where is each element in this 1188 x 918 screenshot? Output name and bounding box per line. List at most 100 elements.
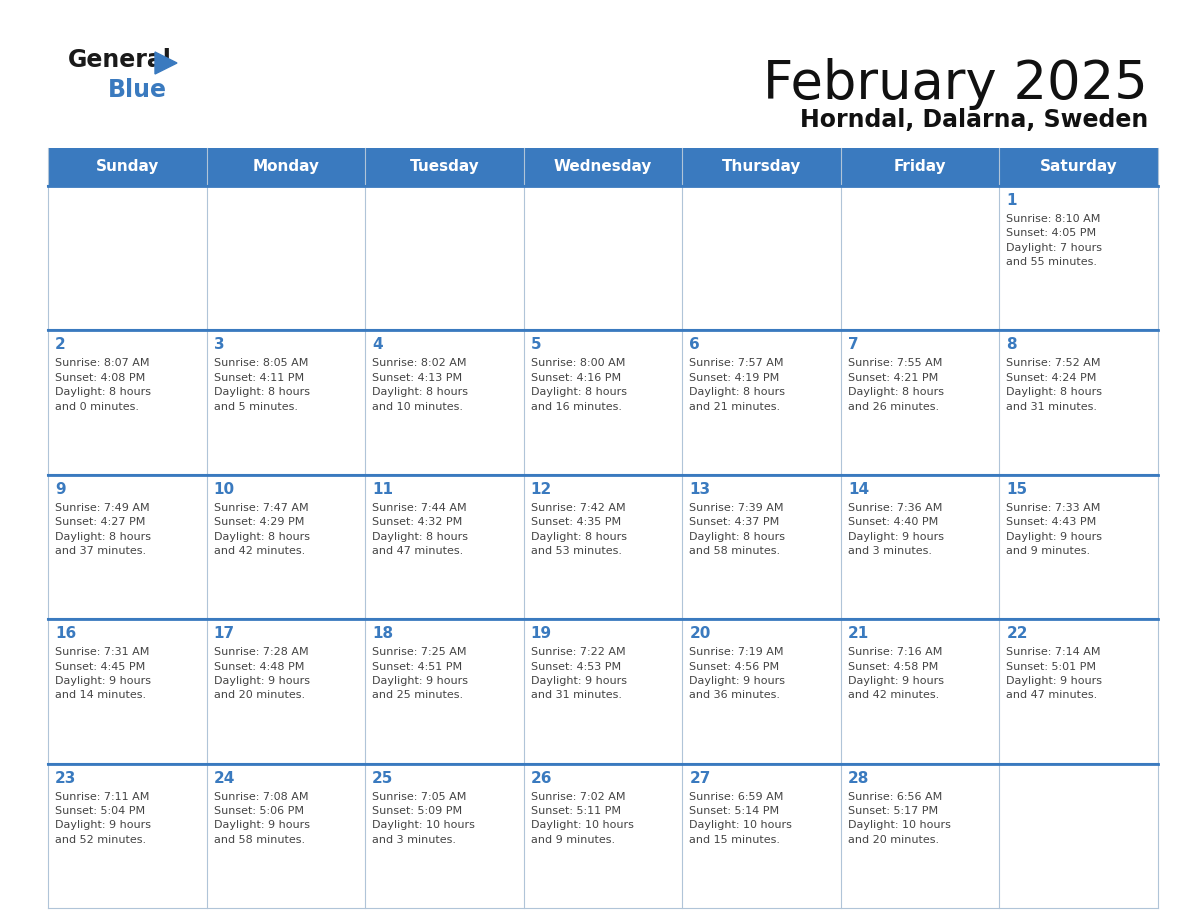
Text: 9: 9 bbox=[55, 482, 65, 497]
Text: Saturday: Saturday bbox=[1040, 160, 1118, 174]
Bar bbox=[207, 764, 365, 908]
Text: 10: 10 bbox=[214, 482, 235, 497]
Bar bbox=[524, 764, 682, 908]
Text: Sunrise: 7:47 AM
Sunset: 4:29 PM
Daylight: 8 hours
and 42 minutes.: Sunrise: 7:47 AM Sunset: 4:29 PM Dayligh… bbox=[214, 503, 310, 556]
Text: 12: 12 bbox=[531, 482, 552, 497]
Bar bbox=[841, 330, 999, 475]
Text: 22: 22 bbox=[1006, 626, 1028, 641]
Text: General: General bbox=[68, 48, 172, 72]
Text: 18: 18 bbox=[372, 626, 393, 641]
Text: Sunrise: 7:16 AM
Sunset: 4:58 PM
Daylight: 9 hours
and 42 minutes.: Sunrise: 7:16 AM Sunset: 4:58 PM Dayligh… bbox=[848, 647, 943, 700]
Text: Friday: Friday bbox=[893, 160, 947, 174]
Text: 15: 15 bbox=[1006, 482, 1028, 497]
Polygon shape bbox=[154, 52, 177, 74]
Bar bbox=[841, 620, 999, 764]
Text: 19: 19 bbox=[531, 626, 552, 641]
Text: Sunrise: 8:10 AM
Sunset: 4:05 PM
Daylight: 7 hours
and 55 minutes.: Sunrise: 8:10 AM Sunset: 4:05 PM Dayligh… bbox=[1006, 214, 1102, 267]
Text: Sunrise: 7:08 AM
Sunset: 5:06 PM
Daylight: 9 hours
and 58 minutes.: Sunrise: 7:08 AM Sunset: 5:06 PM Dayligh… bbox=[214, 791, 310, 845]
Text: 1: 1 bbox=[1006, 193, 1017, 208]
Bar bbox=[365, 764, 524, 908]
Bar bbox=[999, 475, 1158, 620]
Text: 27: 27 bbox=[689, 770, 710, 786]
Text: Sunrise: 7:55 AM
Sunset: 4:21 PM
Daylight: 8 hours
and 26 minutes.: Sunrise: 7:55 AM Sunset: 4:21 PM Dayligh… bbox=[848, 358, 943, 411]
Bar bbox=[207, 475, 365, 620]
Bar bbox=[524, 186, 682, 330]
Text: 14: 14 bbox=[848, 482, 868, 497]
Text: Sunrise: 7:28 AM
Sunset: 4:48 PM
Daylight: 9 hours
and 20 minutes.: Sunrise: 7:28 AM Sunset: 4:48 PM Dayligh… bbox=[214, 647, 310, 700]
Text: Sunrise: 8:00 AM
Sunset: 4:16 PM
Daylight: 8 hours
and 16 minutes.: Sunrise: 8:00 AM Sunset: 4:16 PM Dayligh… bbox=[531, 358, 627, 411]
Text: Sunrise: 7:52 AM
Sunset: 4:24 PM
Daylight: 8 hours
and 31 minutes.: Sunrise: 7:52 AM Sunset: 4:24 PM Dayligh… bbox=[1006, 358, 1102, 411]
Bar bbox=[841, 186, 999, 330]
Text: 16: 16 bbox=[55, 626, 76, 641]
Bar bbox=[524, 475, 682, 620]
Bar bbox=[48, 475, 207, 620]
Bar bbox=[682, 186, 841, 330]
Text: 3: 3 bbox=[214, 338, 225, 353]
Text: 20: 20 bbox=[689, 626, 710, 641]
Text: 8: 8 bbox=[1006, 338, 1017, 353]
Text: Sunrise: 7:36 AM
Sunset: 4:40 PM
Daylight: 9 hours
and 3 minutes.: Sunrise: 7:36 AM Sunset: 4:40 PM Dayligh… bbox=[848, 503, 943, 556]
Bar bbox=[207, 620, 365, 764]
Text: 13: 13 bbox=[689, 482, 710, 497]
Bar bbox=[999, 620, 1158, 764]
Text: 26: 26 bbox=[531, 770, 552, 786]
Text: Monday: Monday bbox=[252, 160, 320, 174]
Text: Sunrise: 7:44 AM
Sunset: 4:32 PM
Daylight: 8 hours
and 47 minutes.: Sunrise: 7:44 AM Sunset: 4:32 PM Dayligh… bbox=[372, 503, 468, 556]
Text: Sunrise: 7:14 AM
Sunset: 5:01 PM
Daylight: 9 hours
and 47 minutes.: Sunrise: 7:14 AM Sunset: 5:01 PM Dayligh… bbox=[1006, 647, 1102, 700]
Bar bbox=[365, 186, 524, 330]
Text: 21: 21 bbox=[848, 626, 870, 641]
Text: Sunrise: 8:02 AM
Sunset: 4:13 PM
Daylight: 8 hours
and 10 minutes.: Sunrise: 8:02 AM Sunset: 4:13 PM Dayligh… bbox=[372, 358, 468, 411]
Text: Sunday: Sunday bbox=[95, 160, 159, 174]
Text: Sunrise: 7:05 AM
Sunset: 5:09 PM
Daylight: 10 hours
and 3 minutes.: Sunrise: 7:05 AM Sunset: 5:09 PM Dayligh… bbox=[372, 791, 475, 845]
Bar bbox=[524, 620, 682, 764]
Text: 25: 25 bbox=[372, 770, 393, 786]
Bar bbox=[207, 186, 365, 330]
Text: 4: 4 bbox=[372, 338, 383, 353]
Text: Sunrise: 7:19 AM
Sunset: 4:56 PM
Daylight: 9 hours
and 36 minutes.: Sunrise: 7:19 AM Sunset: 4:56 PM Dayligh… bbox=[689, 647, 785, 700]
Text: 2: 2 bbox=[55, 338, 65, 353]
Text: Sunrise: 7:22 AM
Sunset: 4:53 PM
Daylight: 9 hours
and 31 minutes.: Sunrise: 7:22 AM Sunset: 4:53 PM Dayligh… bbox=[531, 647, 627, 700]
Text: Blue: Blue bbox=[108, 78, 168, 102]
Text: Wednesday: Wednesday bbox=[554, 160, 652, 174]
Bar bbox=[48, 330, 207, 475]
Text: February 2025: February 2025 bbox=[763, 58, 1148, 110]
Bar bbox=[48, 764, 207, 908]
Bar bbox=[841, 475, 999, 620]
Text: Sunrise: 7:42 AM
Sunset: 4:35 PM
Daylight: 8 hours
and 53 minutes.: Sunrise: 7:42 AM Sunset: 4:35 PM Dayligh… bbox=[531, 503, 627, 556]
Bar bbox=[999, 186, 1158, 330]
Text: 23: 23 bbox=[55, 770, 76, 786]
Text: 24: 24 bbox=[214, 770, 235, 786]
Bar bbox=[48, 148, 1158, 186]
Text: Sunrise: 6:59 AM
Sunset: 5:14 PM
Daylight: 10 hours
and 15 minutes.: Sunrise: 6:59 AM Sunset: 5:14 PM Dayligh… bbox=[689, 791, 792, 845]
Text: Horndal, Dalarna, Sweden: Horndal, Dalarna, Sweden bbox=[800, 108, 1148, 132]
Text: Sunrise: 7:57 AM
Sunset: 4:19 PM
Daylight: 8 hours
and 21 minutes.: Sunrise: 7:57 AM Sunset: 4:19 PM Dayligh… bbox=[689, 358, 785, 411]
Text: 7: 7 bbox=[848, 338, 859, 353]
Bar bbox=[682, 764, 841, 908]
Bar bbox=[365, 620, 524, 764]
Text: Sunrise: 7:31 AM
Sunset: 4:45 PM
Daylight: 9 hours
and 14 minutes.: Sunrise: 7:31 AM Sunset: 4:45 PM Dayligh… bbox=[55, 647, 151, 700]
Text: Sunrise: 7:39 AM
Sunset: 4:37 PM
Daylight: 8 hours
and 58 minutes.: Sunrise: 7:39 AM Sunset: 4:37 PM Dayligh… bbox=[689, 503, 785, 556]
Text: Sunrise: 7:33 AM
Sunset: 4:43 PM
Daylight: 9 hours
and 9 minutes.: Sunrise: 7:33 AM Sunset: 4:43 PM Dayligh… bbox=[1006, 503, 1102, 556]
Bar bbox=[48, 620, 207, 764]
Text: 28: 28 bbox=[848, 770, 870, 786]
Text: 6: 6 bbox=[689, 338, 700, 353]
Bar bbox=[841, 764, 999, 908]
Bar bbox=[48, 186, 207, 330]
Text: Sunrise: 8:07 AM
Sunset: 4:08 PM
Daylight: 8 hours
and 0 minutes.: Sunrise: 8:07 AM Sunset: 4:08 PM Dayligh… bbox=[55, 358, 151, 411]
Bar bbox=[207, 330, 365, 475]
Bar bbox=[999, 764, 1158, 908]
Bar bbox=[682, 330, 841, 475]
Bar bbox=[365, 475, 524, 620]
Text: Tuesday: Tuesday bbox=[410, 160, 479, 174]
Text: Sunrise: 7:49 AM
Sunset: 4:27 PM
Daylight: 8 hours
and 37 minutes.: Sunrise: 7:49 AM Sunset: 4:27 PM Dayligh… bbox=[55, 503, 151, 556]
Text: Sunrise: 7:11 AM
Sunset: 5:04 PM
Daylight: 9 hours
and 52 minutes.: Sunrise: 7:11 AM Sunset: 5:04 PM Dayligh… bbox=[55, 791, 151, 845]
Text: Sunrise: 7:02 AM
Sunset: 5:11 PM
Daylight: 10 hours
and 9 minutes.: Sunrise: 7:02 AM Sunset: 5:11 PM Dayligh… bbox=[531, 791, 633, 845]
Text: Sunrise: 8:05 AM
Sunset: 4:11 PM
Daylight: 8 hours
and 5 minutes.: Sunrise: 8:05 AM Sunset: 4:11 PM Dayligh… bbox=[214, 358, 310, 411]
Text: Thursday: Thursday bbox=[722, 160, 801, 174]
Text: Sunrise: 7:25 AM
Sunset: 4:51 PM
Daylight: 9 hours
and 25 minutes.: Sunrise: 7:25 AM Sunset: 4:51 PM Dayligh… bbox=[372, 647, 468, 700]
Text: Sunrise: 6:56 AM
Sunset: 5:17 PM
Daylight: 10 hours
and 20 minutes.: Sunrise: 6:56 AM Sunset: 5:17 PM Dayligh… bbox=[848, 791, 950, 845]
Bar bbox=[999, 330, 1158, 475]
Text: 11: 11 bbox=[372, 482, 393, 497]
Bar bbox=[365, 330, 524, 475]
Bar bbox=[682, 475, 841, 620]
